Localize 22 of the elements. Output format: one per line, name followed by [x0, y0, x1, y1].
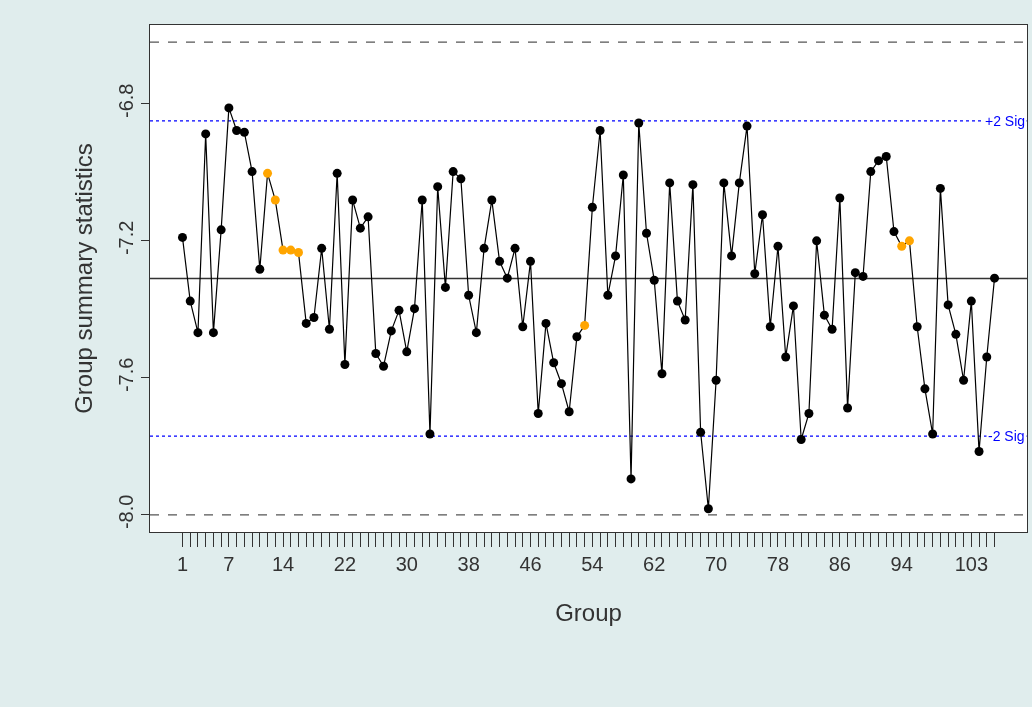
x-tick-label: 54: [581, 553, 604, 575]
x-tick-label: 1: [176, 553, 189, 575]
x-tick-label: 94: [890, 553, 913, 575]
ref-line-label: +2 Sig: [985, 113, 1026, 129]
x-tick-label: 62: [643, 553, 666, 575]
y-tick-label: -6.8: [115, 83, 137, 119]
y-axis-title: Group summary statistics: [70, 143, 98, 414]
x-axis-title: Group: [555, 599, 622, 627]
y-tick-label: -7.6: [115, 357, 137, 393]
x-tick-label: 70: [704, 553, 728, 575]
x-tick-label: 22: [333, 553, 357, 575]
x-tick-label: 30: [395, 553, 418, 575]
x-tick-label: 14: [271, 553, 295, 575]
x-tick-label: 78: [766, 553, 790, 575]
y-tick-label: -8.0: [115, 494, 137, 530]
x-tick-label: 7: [223, 553, 235, 575]
x-tick-label: 46: [519, 553, 542, 575]
x-tick-label: 38: [457, 553, 480, 575]
ref-line-label: -2 Sig: [988, 428, 1025, 444]
y-tick-label: -7.2: [115, 220, 137, 256]
x-tick-label: 103: [954, 553, 989, 575]
x-tick-label: 86: [828, 553, 851, 575]
